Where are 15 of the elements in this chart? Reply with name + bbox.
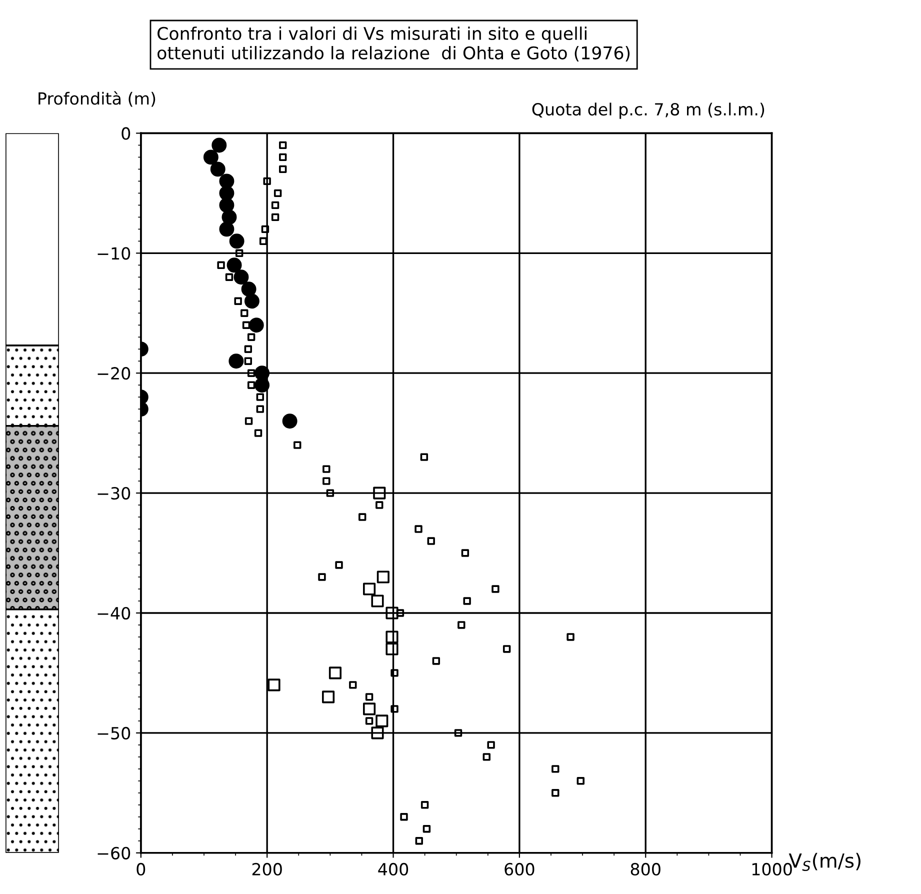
x-tick-label: 400 — [378, 862, 408, 876]
x-tick-label: 600 — [504, 862, 534, 876]
y-tick-label: 0 — [122, 127, 130, 140]
x-tick-label: 800 — [630, 862, 660, 876]
y-axis-title: Profondità (m) — [38, 91, 156, 107]
chart-title: Confronto tra i valori di Vs misurati in sito e quelli ottenuti utilizzando la relazione di Ohta e Goto (1976) — [158, 26, 630, 62]
y-tick-label: −10 — [98, 247, 130, 260]
text: Quota del p.c. 7,8 m (s.l.m.) — [532, 102, 764, 119]
y-tick-label: −60 — [98, 846, 130, 860]
x-tick-label: 200 — [252, 862, 282, 876]
y-tick-label: −30 — [98, 487, 130, 500]
y-tick-label: −40 — [98, 606, 130, 620]
x-tick-label: 0 — [136, 862, 146, 876]
y-tick-label: −50 — [98, 726, 130, 740]
y-tick-label: −20 — [98, 367, 130, 380]
